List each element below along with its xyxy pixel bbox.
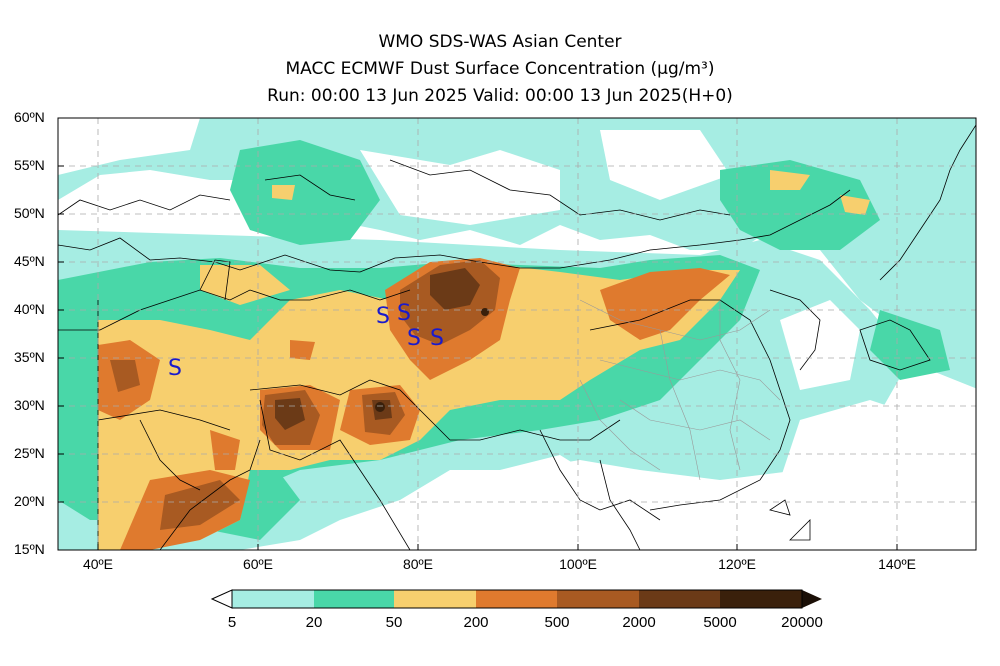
colorbar-label: 500 — [544, 614, 570, 631]
colorbar-segment-1 — [232, 590, 314, 608]
lat-label: 30ºN — [14, 397, 45, 413]
colorbar-segment-3 — [394, 590, 476, 608]
colorbar-label: 2000 — [622, 614, 656, 631]
title-line-2: MACC ECMWF Dust Surface Concentration (μ… — [285, 59, 715, 79]
colorbar-lower-arrow — [210, 589, 233, 609]
colorbar-segment-6 — [639, 590, 720, 608]
lon-label: 80ºE — [402, 556, 434, 572]
dust-storm-symbols: S S S S S — [168, 301, 444, 381]
colorbar-label: 20000 — [781, 614, 823, 631]
colorbar-label: 5000 — [703, 614, 737, 631]
lat-label: 50ºN — [14, 205, 45, 221]
lon-label: 120ºE — [718, 556, 756, 572]
colorbar-label: 20 — [305, 614, 323, 631]
dust-concentration-field — [58, 118, 976, 550]
lat-label: 45ºN — [14, 253, 45, 269]
map-grid — [58, 118, 976, 550]
lat-label: 15ºN — [14, 541, 45, 557]
lat-label: 40ºN — [14, 301, 45, 317]
lat-label: 60ºN — [14, 109, 45, 125]
dust-symbol: S — [397, 301, 411, 326]
dust-symbol: S — [430, 326, 444, 351]
colorbar-label: 50 — [385, 614, 403, 631]
colorbar-label: 5 — [227, 614, 237, 631]
colorbar-segment-5 — [557, 590, 639, 608]
colorbar-upper-arrow — [802, 590, 822, 608]
dust-symbol: S — [407, 326, 421, 351]
lon-label: 140ºE — [878, 556, 916, 572]
map-frame — [57, 117, 977, 551]
lat-label: 55ºN — [14, 157, 45, 173]
axis-ticks — [58, 165, 898, 550]
title-line-3: Run: 00:00 13 Jun 2025 Valid: 00:00 13 J… — [267, 86, 733, 106]
lat-label: 35ºN — [14, 349, 45, 365]
colorbar-segment-2 — [314, 590, 394, 608]
lat-label: 25ºN — [14, 445, 45, 461]
province-boundaries — [579, 299, 781, 481]
lon-label: 60ºE — [242, 556, 274, 572]
colorbar-segment-4 — [476, 590, 557, 608]
dust-symbol: S — [376, 304, 390, 329]
lon-label: 100ºE — [559, 556, 597, 572]
lat-label: 20ºN — [14, 493, 45, 509]
colorbar-label: 200 — [463, 614, 489, 631]
country-boundaries — [58, 124, 976, 550]
colorbar — [210, 589, 822, 609]
title-line-1: WMO SDS-WAS Asian Center — [378, 32, 622, 52]
colorbar-segment-7 — [720, 590, 802, 608]
lon-label: 40ºE — [82, 556, 114, 572]
dust-symbol: S — [168, 356, 182, 381]
